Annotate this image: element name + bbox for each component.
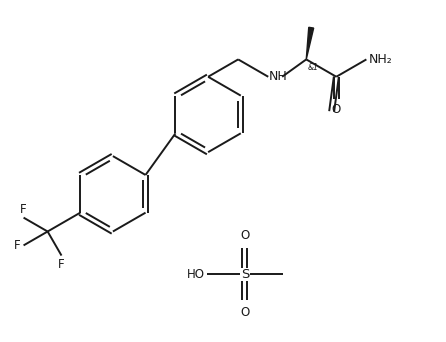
Text: &1: &1	[307, 63, 318, 73]
Text: O: O	[332, 103, 341, 116]
Text: F: F	[58, 258, 65, 271]
Text: O: O	[240, 306, 249, 319]
Polygon shape	[306, 27, 314, 60]
Text: NH: NH	[269, 70, 288, 83]
Text: NH₂: NH₂	[368, 53, 392, 66]
Text: HO: HO	[187, 268, 205, 281]
Text: F: F	[14, 239, 21, 252]
Text: S: S	[241, 268, 249, 281]
Text: F: F	[20, 202, 27, 216]
Text: O: O	[240, 229, 249, 242]
